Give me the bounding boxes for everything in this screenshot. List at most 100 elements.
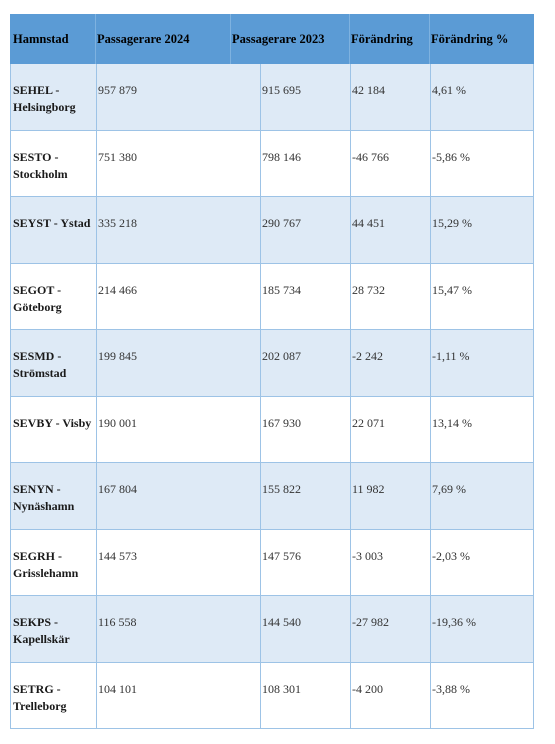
- passengers-2023-cell: 202 087: [262, 349, 301, 363]
- column-divider: [260, 130, 261, 196]
- table-row: SEVBY - Visby 190 001 167 930 22 071 13,14 %: [11, 396, 533, 463]
- passengers-2023-cell: 915 695: [262, 83, 301, 97]
- port-cell: SESTO - Stockholm: [13, 149, 68, 181]
- column-divider: [96, 197, 97, 263]
- column-divider: [350, 596, 351, 662]
- column-divider: [430, 330, 431, 396]
- table-row: SETRG - Trelleborg 104 101 108 301 -4 200 -3…: [11, 662, 533, 729]
- change-cell: -4 200: [352, 681, 383, 696]
- port-cell: SEGRH - Grisslehamn: [13, 548, 79, 580]
- passengers-2023-cell: 147 576: [262, 548, 301, 563]
- column-divider: [350, 130, 351, 196]
- table-row: SEYST - Ystad 335 218 290 767 44 451 15,29 %: [11, 197, 533, 264]
- passengers-2023-cell: 155 822: [262, 482, 301, 496]
- passengers-2024-cell: 116 558: [98, 615, 137, 629]
- column-divider: [430, 396, 431, 462]
- column-divider: [96, 330, 97, 396]
- column-divider: [350, 197, 351, 263]
- change-cell: -3 003: [352, 548, 383, 563]
- column-divider: [350, 529, 351, 595]
- table-row: SESTO - Stockholm 751 380 798 146 -46 766 -5…: [11, 130, 533, 197]
- column-divider: [350, 662, 351, 728]
- passengers-2024-cell: 199 845: [98, 349, 137, 363]
- passengers-2024-cell: 167 804: [98, 482, 137, 496]
- port-cell: SEGOT - Göteborg: [13, 282, 62, 314]
- port-cell: SEYST - Ystad: [13, 216, 91, 230]
- passengers-2024-cell: 214 466: [98, 282, 137, 297]
- header-divider: [429, 14, 430, 64]
- passengers-2024-cell: 104 101: [98, 681, 137, 696]
- change-cell: -2 242: [352, 349, 383, 363]
- table-row: SEHEL - Helsingborg 957 879 915 695 42 184 4…: [11, 64, 533, 131]
- port-cell: SEHEL - Helsingborg: [13, 83, 76, 114]
- column-divider: [96, 396, 97, 462]
- port-cell: SENYN - Nynäshamn: [13, 482, 75, 513]
- passengers-2024-cell: 190 001: [98, 415, 137, 430]
- passengers-2024-cell: 957 879: [98, 83, 137, 97]
- column-divider: [260, 263, 261, 329]
- column-divider: [260, 330, 261, 396]
- change-percent-cell: 15,47 %: [432, 282, 472, 297]
- column-divider: [96, 596, 97, 662]
- table-row: SESMD - Strömstad 199 845 202 087 -2 242 -1,…: [11, 330, 533, 397]
- change-cell: 28 732: [352, 282, 385, 297]
- column-divider: [260, 197, 261, 263]
- change-percent-cell: -3,88 %: [432, 681, 470, 696]
- column-divider: [430, 130, 431, 196]
- passengers-2024-cell: 751 380: [98, 149, 137, 164]
- passenger-table: Hamnstad Passagerare 2024 Passagerare 20…: [10, 14, 534, 729]
- header-port: Hamnstad: [13, 32, 69, 46]
- column-divider: [260, 662, 261, 728]
- passengers-2023-cell: 144 540: [262, 615, 301, 629]
- column-divider: [430, 596, 431, 662]
- column-divider: [350, 396, 351, 462]
- column-divider: [430, 263, 431, 329]
- table-row: SEGRH - Grisslehamn 144 573 147 576 -3 003 -…: [11, 529, 533, 596]
- column-divider: [96, 130, 97, 196]
- port-cell: SEVBY - Visby: [13, 415, 92, 430]
- header-change-percent: Förändring %: [431, 32, 509, 46]
- change-cell: -27 982: [352, 615, 389, 629]
- change-percent-cell: 4,61 %: [432, 83, 466, 97]
- column-divider: [96, 662, 97, 728]
- passengers-2023-cell: 108 301: [262, 681, 301, 696]
- table-row: SEKPS - Kapellskär 116 558 144 540 -27 982 -…: [11, 596, 533, 663]
- change-percent-cell: 7,69 %: [432, 482, 466, 496]
- change-percent-cell: -1,11 %: [432, 349, 470, 363]
- passengers-2024-cell: 144 573: [98, 548, 137, 563]
- column-divider: [260, 396, 261, 462]
- column-divider: [350, 263, 351, 329]
- column-divider: [260, 596, 261, 662]
- column-divider: [96, 263, 97, 329]
- port-cell: SEKPS - Kapellskär: [13, 615, 70, 646]
- passengers-2023-cell: 290 767: [262, 216, 301, 230]
- header-passengers-2024: Passagerare 2024: [97, 32, 190, 46]
- column-divider: [430, 463, 431, 529]
- column-divider: [350, 330, 351, 396]
- change-cell: 42 184: [352, 83, 385, 97]
- column-divider: [430, 64, 431, 130]
- table-header-row: Hamnstad Passagerare 2024 Passagerare 20…: [10, 14, 534, 64]
- passengers-2023-cell: 798 146: [262, 149, 301, 164]
- change-cell: 22 071: [352, 415, 385, 430]
- table-row: SEGOT - Göteborg 214 466 185 734 28 732 15,4…: [11, 263, 533, 330]
- header-passengers-2023: Passagerare 2023: [232, 32, 325, 46]
- column-divider: [96, 64, 97, 130]
- column-divider: [96, 463, 97, 529]
- column-divider: [350, 463, 351, 529]
- change-cell: 11 982: [352, 482, 385, 496]
- change-percent-cell: -19,36 %: [432, 615, 476, 629]
- change-percent-cell: -2,03 %: [432, 548, 470, 563]
- header-divider: [95, 14, 96, 64]
- column-divider: [260, 529, 261, 595]
- header-divider: [230, 14, 231, 64]
- change-cell: 44 451: [352, 216, 385, 230]
- port-cell: SETRG - Trelleborg: [13, 681, 67, 713]
- column-divider: [430, 529, 431, 595]
- header-divider: [349, 14, 350, 64]
- column-divider: [96, 529, 97, 595]
- passengers-2023-cell: 185 734: [262, 282, 301, 297]
- column-divider: [260, 64, 261, 130]
- column-divider: [430, 662, 431, 728]
- passengers-2023-cell: 167 930: [262, 415, 301, 430]
